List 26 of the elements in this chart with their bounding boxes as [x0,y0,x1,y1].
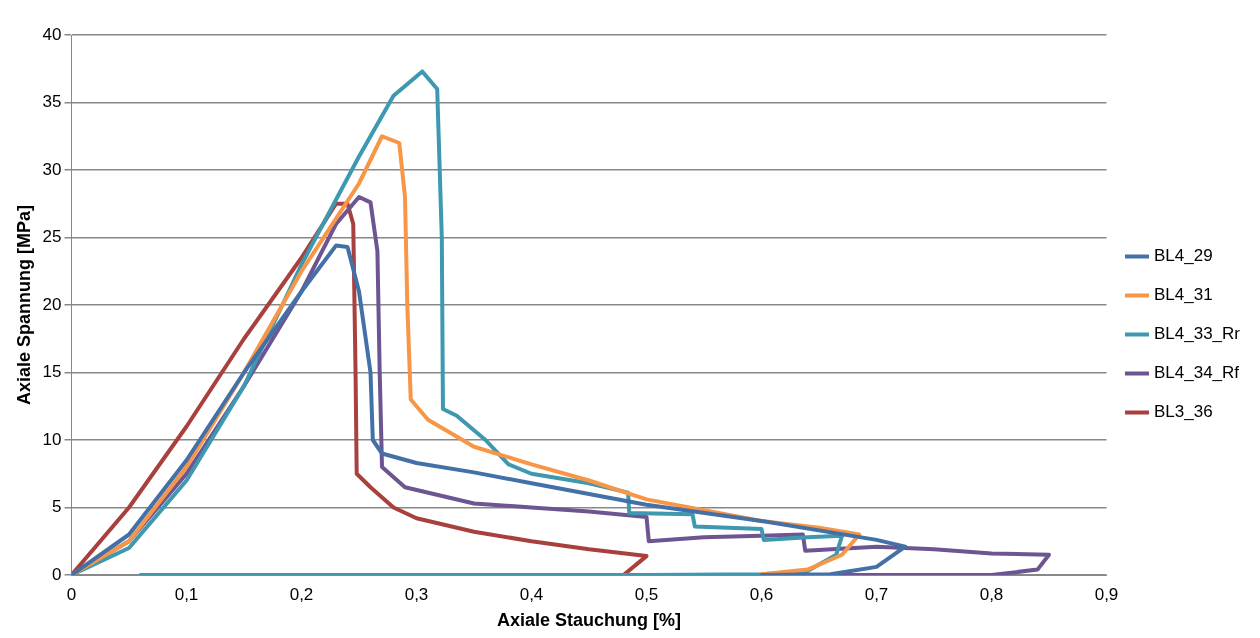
y-tick-label: 0 [52,564,62,584]
x-tick-label: 0,4 [519,584,544,604]
x-tick-label: 0,5 [634,584,659,604]
legend-label: BL4_33_Rr [1154,324,1241,344]
y-tick-label: 15 [42,362,62,382]
x-tick-label: 0,2 [289,584,314,604]
x-tick-label: 0,9 [1094,584,1119,604]
y-tick-label: 40 [42,24,62,44]
x-tick-label: 0,6 [749,584,774,604]
y-tick-label: 30 [42,159,62,179]
y-tick-label: 35 [42,92,62,112]
x-tick-label: 0,8 [979,584,1004,604]
x-axis-title: Axiale Stauchung [%] [496,610,682,631]
y-tick-label: 20 [42,294,62,314]
y-tick-label: 25 [42,227,62,247]
y-tick-label: 10 [42,429,62,449]
y-tick-label: 5 [52,497,62,517]
legend-label: BL4_31 [1154,285,1213,305]
x-tick-label: 0,3 [404,584,429,604]
legend-label: BL3_36 [1154,402,1213,422]
x-tick-label: 0,1 [174,584,199,604]
y-axis-title: Axiale Spannung [MPa] [13,204,34,406]
legend-label: BL4_29 [1154,246,1213,266]
legend-label: BL4_34_Rf [1154,363,1240,383]
x-tick-label: 0 [66,584,77,604]
x-tick-label: 0,7 [864,584,889,604]
